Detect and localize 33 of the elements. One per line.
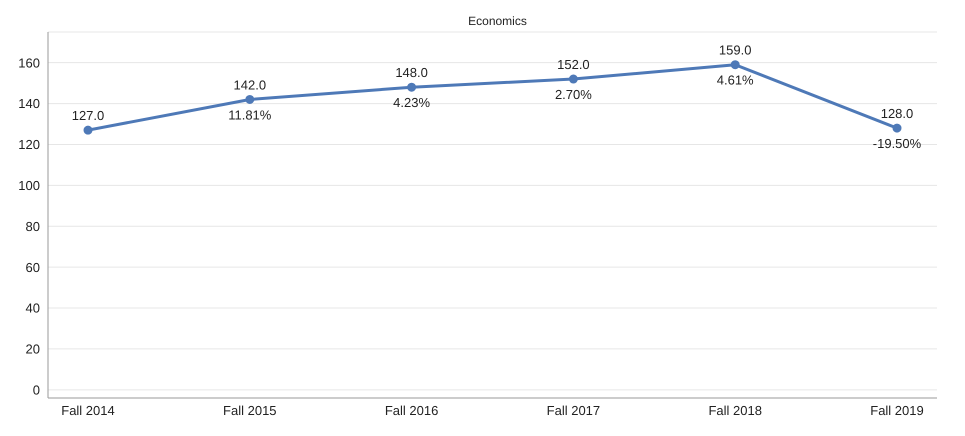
y-tick-label: 0 [32, 382, 40, 398]
data-label: 127.0 [72, 108, 104, 124]
chart-title: Economics [467, 14, 528, 28]
data-label: 148.0 [395, 65, 428, 80]
point [407, 82, 416, 92]
point [892, 124, 902, 133]
y-tick-label: 20 [26, 342, 40, 357]
data-label: 128.0 [880, 106, 914, 122]
x-tick-label: Fall 2016 [384, 403, 438, 418]
annotation: 2.70% [554, 87, 592, 102]
data-label: 142.0 [234, 77, 266, 92]
y-tick-label: 140 [18, 96, 40, 112]
y-tick-label: 80 [26, 218, 40, 234]
x-tick-label: Fall 2017 [546, 403, 600, 418]
point [84, 126, 92, 135]
annotation: 4.61% [716, 72, 754, 88]
annotation: 4.23% [393, 95, 430, 110]
point [568, 74, 578, 84]
y-tick-label: 120 [18, 137, 40, 152]
y-tick-label: 160 [18, 55, 40, 70]
data-label: 159.0 [718, 42, 752, 58]
y-tick-label: 40 [26, 300, 40, 316]
y-tick-label: 100 [18, 178, 40, 193]
x-tick-label: Fall 2014 [61, 403, 115, 418]
annotation: -19.50% [872, 136, 922, 152]
y-tick-label: 60 [26, 260, 40, 275]
point [245, 94, 254, 104]
data-label: 152.0 [557, 57, 590, 72]
annotation: 11.81% [228, 107, 272, 122]
x-tick-label: Fall 2015 [223, 403, 277, 418]
point [730, 60, 740, 70]
x-tick-label: Fall 2018 [708, 403, 762, 418]
x-tick-label: Fall 2019 [870, 403, 924, 418]
